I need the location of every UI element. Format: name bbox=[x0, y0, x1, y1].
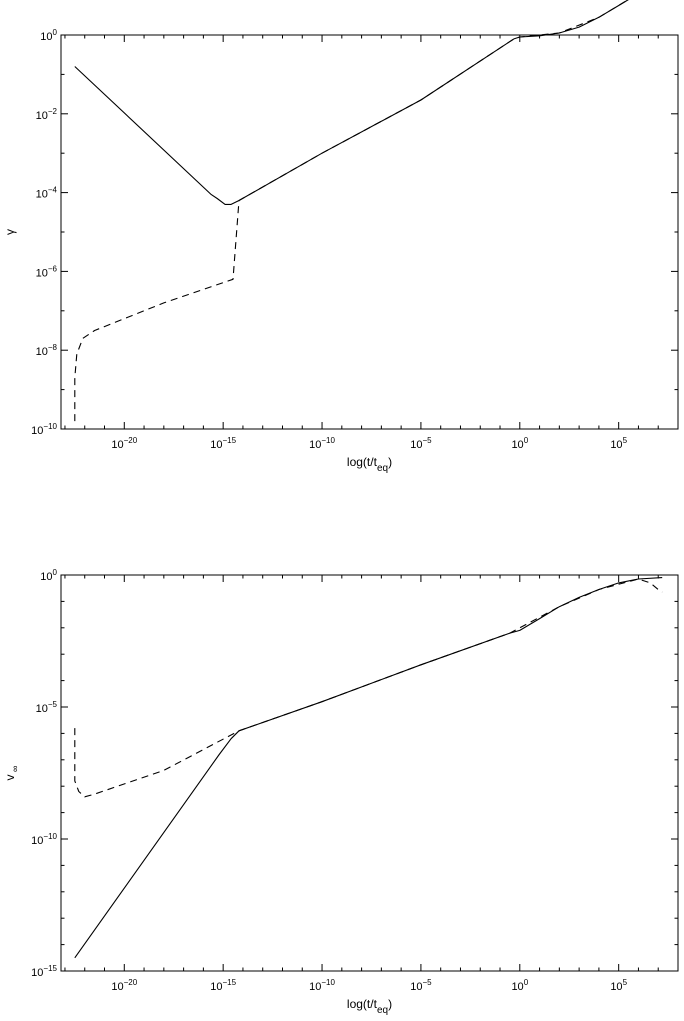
y-axis-label: γ bbox=[3, 229, 17, 235]
x-tick-label: 10−20 bbox=[111, 436, 137, 451]
x-tick-label: 105 bbox=[610, 978, 627, 993]
plot-frame bbox=[60, 34, 679, 430]
x-tick-label: 10−20 bbox=[111, 978, 137, 993]
dashed-series-line bbox=[74, 578, 663, 798]
y-axis-label: v ∞ bbox=[3, 766, 20, 781]
gamma-panel: 10−20 10−15 10−10 10−5 100 105 10−10 10−8 10−6 10… bbox=[3, 0, 679, 474]
y-tick-label: 10−6 bbox=[36, 264, 58, 279]
y-tick-label: 10−15 bbox=[31, 964, 57, 979]
x-tick-label: 10−15 bbox=[210, 978, 236, 993]
x-tick-label: 10−5 bbox=[410, 436, 432, 451]
y-tick-label: 10−4 bbox=[36, 186, 58, 201]
plot-frame bbox=[60, 574, 679, 972]
y-tick-label: 10−2 bbox=[36, 107, 58, 122]
solid-series-line bbox=[74, 577, 663, 959]
x-tick-label: 10−10 bbox=[309, 436, 335, 451]
x-tick-label: 100 bbox=[511, 436, 528, 451]
x-tick-label: 100 bbox=[511, 978, 528, 993]
x-axis-label: log(t/teq) bbox=[347, 455, 392, 474]
x-axis-label: log(t/teq) bbox=[347, 997, 392, 1016]
y-tick-label: 100 bbox=[40, 28, 57, 43]
x-tick-label: 10−5 bbox=[410, 978, 432, 993]
x-tick-label: 10−10 bbox=[309, 978, 335, 993]
velocity-panel: 10−20 10−15 10−10 10−5 100 105 10−15 10−10 10−5 1… bbox=[3, 568, 679, 1016]
y-tick-label: 10−5 bbox=[36, 700, 58, 715]
dashed-series-line bbox=[74, 0, 629, 422]
solid-series-line bbox=[74, 0, 629, 205]
y-tick-label: 100 bbox=[40, 568, 57, 583]
x-tick-label: 10−15 bbox=[210, 436, 236, 451]
y-tick-label: 10−10 bbox=[31, 422, 57, 437]
y-tick-label: 10−8 bbox=[36, 343, 58, 358]
x-tick-label: 105 bbox=[610, 436, 627, 451]
y-tick-label: 10−10 bbox=[31, 832, 57, 847]
